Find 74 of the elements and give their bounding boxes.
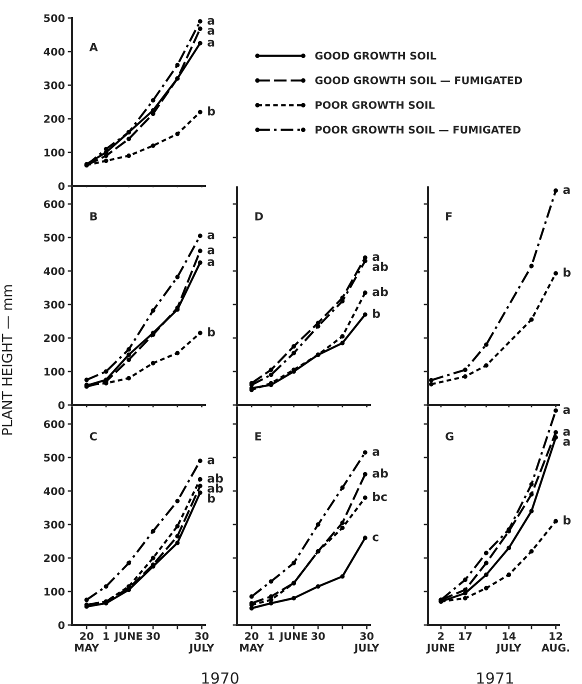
y-tick-label: 0 [58,401,65,410]
annotation: a [372,449,380,456]
x-axis-title: 1970 [202,672,238,684]
y-tick-label: 0 [58,621,65,630]
y-tick-label: 200 [44,554,65,562]
annotation: a [372,254,380,262]
y-tick-label: 200 [44,334,65,342]
y-tick-label: 500 [44,454,65,462]
annotation: c [372,534,378,542]
annotation: b [564,268,571,277]
annotation: a [208,457,214,464]
annotation: b [208,494,215,503]
annotation: ab [208,484,223,493]
annotation: a [563,429,570,436]
y-tick-label: 300 [44,300,65,309]
x-tick-label: 30 JULY [188,632,214,654]
y-tick-label: 500 [44,14,65,22]
x-tick-label: 1 [104,632,109,640]
y-tick-label: 100 [44,368,65,376]
x-tick-label: JUNE [279,632,308,642]
y-tick-label: 300 [44,81,65,90]
text: D [255,212,263,220]
x-tick-label: 17 [459,632,472,640]
x-tick-label: 1 [268,632,274,640]
annotation: b [564,515,571,525]
y-tick-label: 200 [44,115,65,123]
y-tick-label: 600 [44,420,65,428]
text: E [255,432,262,440]
annotation: a [208,248,214,254]
x-axis-title: 1971 [477,672,514,684]
x-tick-label: 2 JUNE [426,632,454,654]
y-tick-label: 400 [44,48,65,56]
y-tick-label: 400 [44,487,65,496]
legend-label: GOOD GROWTH SOIL — FUMIGATED [315,76,522,84]
annotation: ab [372,262,388,272]
text: C [90,432,97,440]
y-tick-label: 100 [44,588,65,596]
text: A [89,42,98,52]
x-tick-label: 14 JULY [496,632,522,654]
y-axis-title: PLANT HEIGHT — mm [2,285,12,435]
annotation: a [563,407,570,414]
x-tick-label: 30 [312,632,325,640]
y-tick-label: 500 [44,234,65,242]
y-tick-label: 0 [58,182,65,190]
x-tick-label: JUNE [114,632,142,642]
y-tick-label: 300 [44,520,65,529]
annotation: a [208,259,214,266]
annotation: a [208,28,214,35]
legend-label: GOOD GROWTH SOIL [315,52,436,60]
annotation: b [208,327,215,336]
text: B [90,212,97,220]
annotation: a [563,187,570,194]
y-tick-label: 400 [44,267,65,276]
legend-label: POOR GROWTH SOIL — FUMIGATED [316,126,521,134]
annotation: b [208,106,215,116]
annotation: ab [372,287,388,296]
x-tick-label: 30 JULY [354,632,380,654]
y-tick-label: 100 [44,148,65,157]
y-tick-label: 600 [44,200,65,208]
x-tick-label: 20 MAY [240,632,264,652]
text: G [446,432,454,440]
x-tick-label: 30 [146,632,160,640]
annotation: bc [373,492,387,502]
legend-label: POOR GROWTH SOIL [316,101,435,109]
x-tick-label: 12 AUG. [541,632,570,652]
annotation: a [563,439,570,446]
annotation: b [373,308,380,318]
annotation: a [208,40,214,47]
annotation: a [208,18,214,25]
x-tick-label: 20 MAY [75,632,100,652]
text: F [446,212,452,220]
annotation: a [208,232,214,240]
annotation: ab [208,474,223,483]
annotation: ab [372,468,388,478]
